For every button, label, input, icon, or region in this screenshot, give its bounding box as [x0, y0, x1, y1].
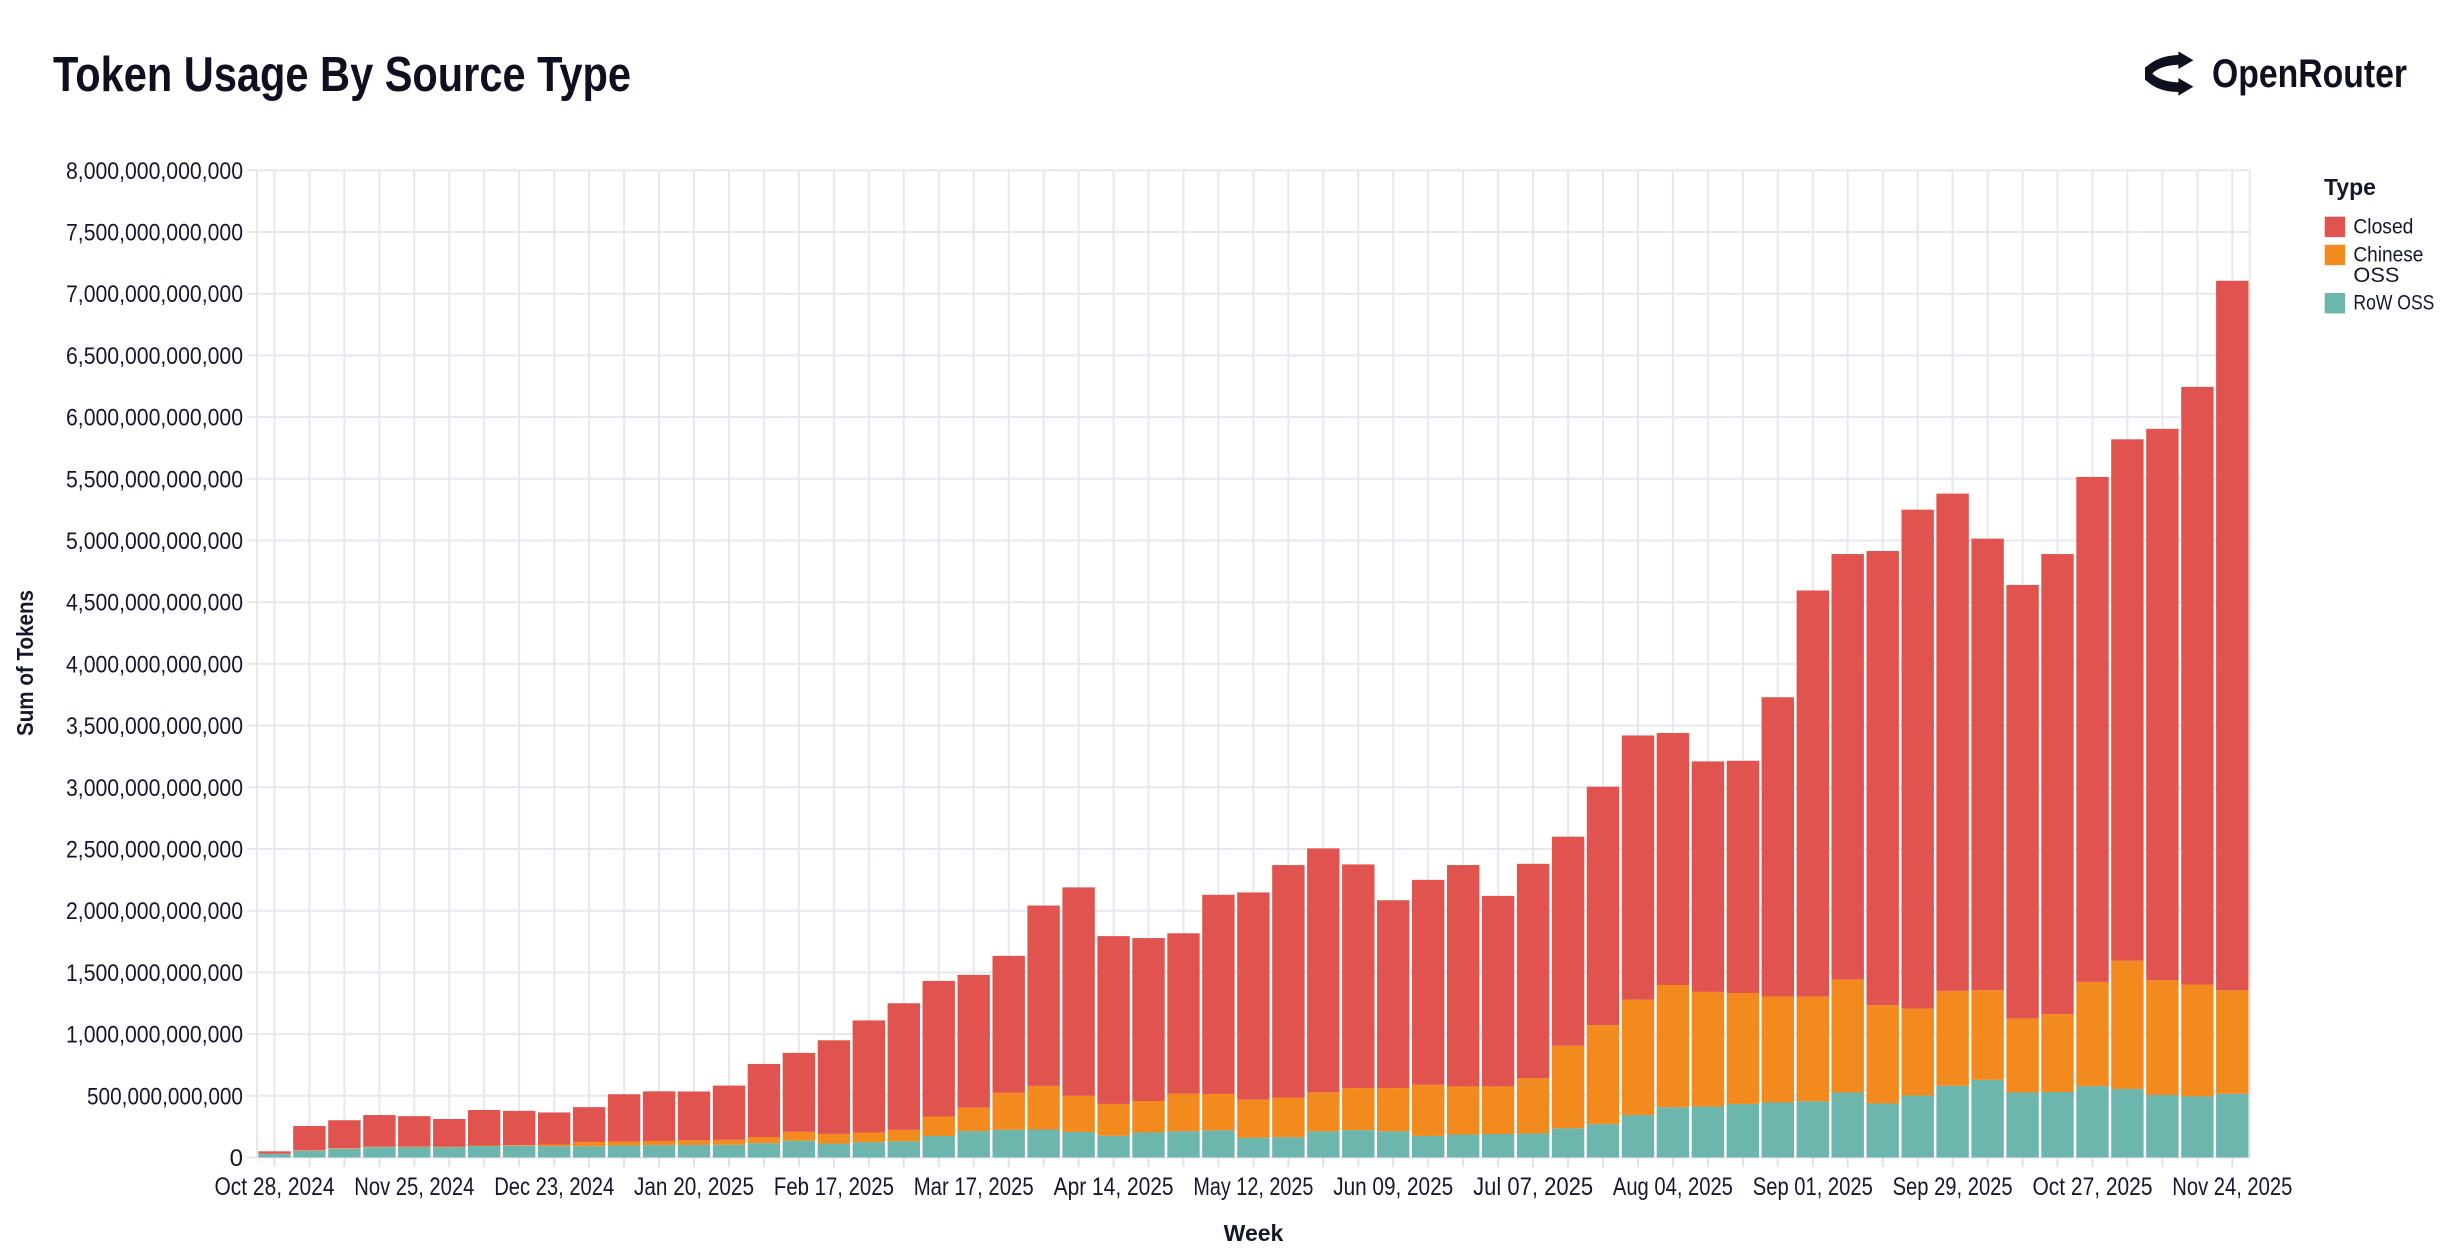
svg-text:OSS: OSS: [2353, 264, 2399, 287]
svg-text:Closed: Closed: [2353, 216, 2413, 239]
svg-text:Jun 09, 2025: Jun 09, 2025: [1333, 1173, 1453, 1201]
svg-text:Nov 24, 2025: Nov 24, 2025: [2172, 1173, 2292, 1201]
svg-text:2,000,000,000,000: 2,000,000,000,000: [66, 898, 243, 925]
svg-text:Week: Week: [1224, 1220, 1284, 1246]
svg-text:6,000,000,000,000: 6,000,000,000,000: [66, 405, 243, 432]
svg-text:Sep 01, 2025: Sep 01, 2025: [1753, 1173, 1873, 1201]
svg-text:5,000,000,000,000: 5,000,000,000,000: [66, 528, 243, 555]
svg-text:3,500,000,000,000: 3,500,000,000,000: [66, 713, 243, 740]
svg-text:5,500,000,000,000: 5,500,000,000,000: [66, 466, 243, 493]
svg-text:Nov 25, 2024: Nov 25, 2024: [354, 1173, 474, 1201]
svg-text:Oct 27, 2025: Oct 27, 2025: [2033, 1173, 2153, 1201]
svg-text:4,500,000,000,000: 4,500,000,000,000: [66, 590, 243, 617]
svg-text:Mar 17, 2025: Mar 17, 2025: [914, 1173, 1034, 1201]
svg-text:8,000,000,000,000: 8,000,000,000,000: [66, 158, 243, 185]
svg-text:7,500,000,000,000: 7,500,000,000,000: [66, 220, 243, 247]
svg-text:Aug 04, 2025: Aug 04, 2025: [1613, 1173, 1733, 1201]
svg-text:1,500,000,000,000: 1,500,000,000,000: [66, 960, 243, 987]
svg-text:RoW OSS: RoW OSS: [2353, 292, 2434, 315]
svg-text:Dec 23, 2024: Dec 23, 2024: [494, 1173, 614, 1201]
svg-text:2,500,000,000,000: 2,500,000,000,000: [66, 837, 243, 864]
svg-text:Apr 14, 2025: Apr 14, 2025: [1054, 1173, 1174, 1201]
svg-text:Feb 17, 2025: Feb 17, 2025: [774, 1173, 894, 1201]
svg-text:Jan 20, 2025: Jan 20, 2025: [634, 1173, 754, 1201]
svg-text:Token Usage By Source Type: Token Usage By Source Type: [53, 48, 631, 102]
svg-text:4,000,000,000,000: 4,000,000,000,000: [66, 651, 243, 678]
svg-text:Sep 29, 2025: Sep 29, 2025: [1893, 1173, 2013, 1201]
svg-text:0: 0: [230, 1145, 243, 1172]
svg-text:Oct 28, 2024: Oct 28, 2024: [215, 1173, 335, 1201]
svg-text:OpenRouter: OpenRouter: [2212, 52, 2407, 96]
svg-text:Jul 07, 2025: Jul 07, 2025: [1473, 1173, 1593, 1201]
svg-text:Chinese: Chinese: [2353, 244, 2423, 267]
svg-text:1,000,000,000,000: 1,000,000,000,000: [66, 1022, 243, 1049]
svg-text:Sum of Tokens: Sum of Tokens: [12, 590, 38, 736]
svg-text:500,000,000,000: 500,000,000,000: [87, 1083, 243, 1110]
svg-text:Type: Type: [2324, 174, 2376, 200]
svg-text:6,500,000,000,000: 6,500,000,000,000: [66, 343, 243, 370]
svg-text:May 12, 2025: May 12, 2025: [1193, 1173, 1313, 1201]
svg-text:3,000,000,000,000: 3,000,000,000,000: [66, 775, 243, 802]
svg-text:7,000,000,000,000: 7,000,000,000,000: [66, 281, 243, 308]
